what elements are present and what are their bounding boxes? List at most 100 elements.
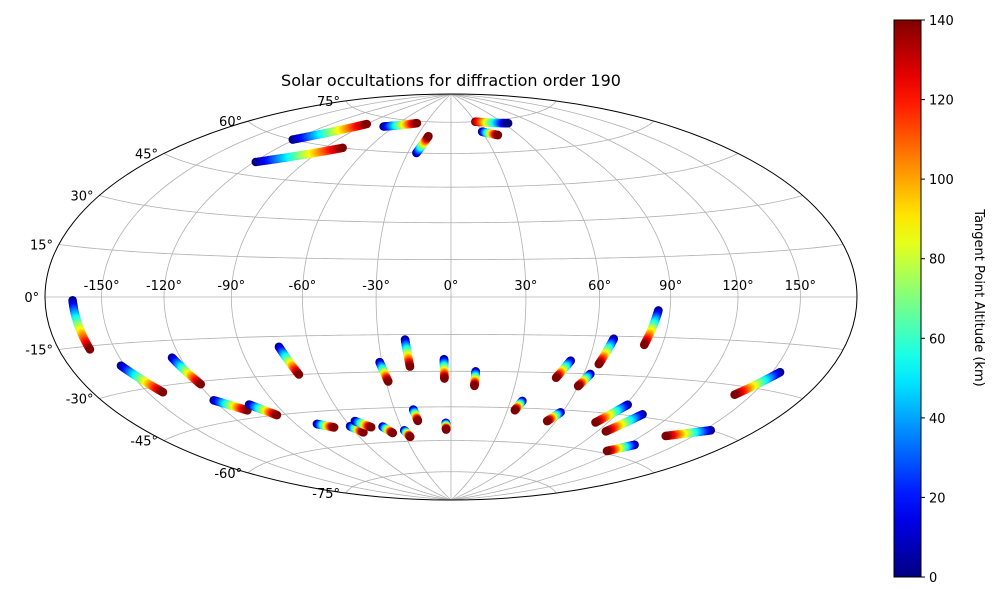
lon-tick-label: 120°	[722, 279, 753, 294]
lat-tick-label: -60°	[214, 467, 242, 482]
occultation-point	[294, 370, 304, 379]
grid-meridian	[375, 94, 452, 500]
occultation-occ-06	[274, 342, 304, 379]
colorbar-tick-label: 60	[929, 332, 946, 347]
occultation-occ-08	[345, 421, 368, 437]
occultation-point	[338, 143, 347, 153]
occultation-occ-18	[510, 396, 527, 415]
occultation-markers	[68, 117, 785, 456]
colorbar-tick-label: 100	[929, 173, 954, 188]
occultation-point	[551, 373, 561, 383]
occultation-point	[594, 359, 604, 369]
occultation-occ-16	[441, 418, 451, 434]
grid-meridian	[302, 94, 452, 500]
lon-tick-label: 0°	[444, 279, 459, 294]
occultation-occ-01	[68, 296, 95, 354]
occultation-point	[639, 340, 649, 350]
occultation-point	[510, 405, 520, 415]
colorbar-tick-label: 40	[929, 412, 946, 427]
lat-tick-label: -15°	[25, 344, 53, 359]
occultation-occ-28	[602, 440, 639, 456]
occultation-occ-10	[378, 422, 398, 438]
occultation-point	[405, 432, 415, 442]
grid-meridian	[230, 94, 452, 500]
occultation-point	[362, 119, 372, 129]
occultation-occ-33	[471, 117, 513, 128]
occultation-point	[441, 425, 451, 434]
lat-tick-label: 75°	[317, 95, 340, 110]
lat-tick-label: -30°	[66, 393, 94, 408]
occultation-occ-09	[350, 416, 376, 432]
occultation-point	[424, 131, 433, 141]
occultation-occ-02	[116, 361, 168, 397]
occultation-point	[503, 118, 513, 128]
grid-meridian	[101, 94, 452, 500]
occultation-point	[591, 418, 600, 427]
chart-title: Solar occultations for diffraction order…	[281, 71, 621, 90]
occultation-occ-14	[408, 405, 423, 426]
lat-tick-label: -45°	[130, 435, 158, 450]
occultation-occ-04	[209, 395, 252, 415]
occultation-occ-20	[573, 369, 595, 391]
occultation-occ-11	[375, 357, 393, 386]
occultation-occ-30	[251, 143, 347, 167]
occultation-point	[470, 381, 479, 391]
graticule	[45, 94, 857, 500]
occultation-occ-29	[288, 119, 372, 144]
occultation-occ-26	[730, 367, 785, 400]
occultation-occ-17	[470, 367, 480, 391]
occultation-occ-03	[167, 353, 206, 389]
lon-tick-label: 60°	[588, 279, 611, 294]
occultation-point	[440, 374, 449, 383]
grid-meridian	[450, 94, 801, 500]
occultation-point	[383, 377, 393, 386]
occultation-occ-19	[551, 356, 576, 383]
occultation-point	[730, 390, 739, 400]
latitude-tick-labels: -75° -60° -45° -30° -15° 0° 15° 30° 45° 60° 75°	[24, 95, 340, 502]
colorbar-tick-label: 120	[929, 94, 954, 109]
occultation-occ-12	[399, 426, 415, 442]
map-area: -150° -120° -90° -60° -30° 0° 30° 60° 90° 120° 150…	[24, 93, 858, 502]
occultation-occ-05	[244, 400, 282, 420]
colorbar-tick-label: 0	[929, 571, 937, 586]
occultation-occ-24	[591, 400, 632, 427]
occultation-point	[661, 431, 670, 441]
occultation-point	[412, 118, 422, 128]
occultation-occ-32	[379, 118, 422, 131]
grid-meridian	[450, 94, 600, 500]
lat-tick-label: -75°	[312, 487, 340, 502]
occultation-point	[359, 428, 368, 437]
occultation-point	[158, 387, 168, 397]
colorbar-tick-label: 20	[929, 491, 946, 506]
longitude-tick-labels: -150° -120° -90° -60° -30° 0° 30° 60° 90° 120° 150…	[84, 279, 816, 294]
colorbar-gradient	[893, 19, 922, 578]
lat-tick-label: 30°	[70, 190, 93, 205]
occultation-point	[542, 416, 552, 426]
colorbar-tick-label: 140	[929, 14, 954, 29]
occultation-point	[573, 381, 583, 391]
occultation-occ-21	[594, 334, 619, 369]
occultation-point	[413, 416, 423, 426]
occultation-occ-07	[312, 419, 339, 432]
map-outline	[44, 93, 858, 501]
occultation-point	[196, 379, 206, 389]
lon-tick-label: 30°	[514, 279, 537, 294]
occultation-point	[85, 345, 95, 354]
occultation-occ-31	[412, 131, 433, 158]
colorbar-label: Tangent Point Altitude (km)	[971, 208, 986, 386]
colorbar-ticks: 0 20 40 60 80 100 120 140	[921, 14, 954, 586]
grid-meridian	[450, 94, 672, 500]
occultation-point	[601, 427, 611, 436]
lat-tick-label: 60°	[219, 115, 242, 130]
lon-tick-label: 150°	[785, 279, 816, 294]
occultation-occ-34	[477, 127, 503, 140]
occultation-point	[388, 428, 398, 438]
colorbar-tick-label: 80	[929, 253, 946, 268]
occultation-point	[272, 410, 282, 420]
lat-tick-label: 45°	[135, 148, 158, 163]
occultation-occ-25	[601, 410, 647, 436]
occultation-point	[405, 362, 415, 371]
lon-tick-label: -120°	[146, 279, 182, 294]
occultation-occ-27	[661, 425, 716, 441]
